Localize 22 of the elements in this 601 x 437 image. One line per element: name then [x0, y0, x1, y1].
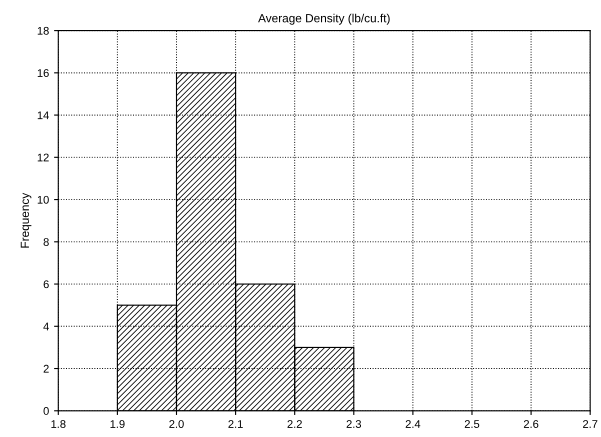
y-tick-label: 2 — [44, 364, 49, 373]
x-tick-label: 1.9 — [110, 420, 125, 428]
y-tick-label: 18 — [38, 26, 49, 35]
y-tick-label: 14 — [38, 111, 49, 120]
y-axis-title: Frequency — [20, 192, 32, 248]
x-tick-label: 1.8 — [51, 420, 66, 428]
y-tick-label: 4 — [43, 322, 49, 330]
y-tick-label: 0 — [44, 407, 49, 415]
x-tick-label: 2.0 — [169, 420, 184, 428]
x-tick-label: 2.5 — [464, 420, 480, 428]
y-tick-label: 16 — [38, 69, 49, 77]
x-tick-label: 2.1 — [228, 420, 243, 428]
y-tick-label: 6 — [44, 280, 49, 288]
chart-title: Average Density (lb/cu.ft) — [258, 14, 390, 25]
y-tick-label: 10 — [38, 196, 49, 204]
x-tick-label: 2.2 — [288, 420, 302, 428]
x-tick-label: 2.3 — [346, 420, 362, 428]
y-tick-label: 12 — [38, 154, 49, 162]
x-tick-label: 2.4 — [406, 420, 420, 428]
y-tick-label: 8 — [44, 238, 49, 246]
x-tick-label: 2.6 — [524, 420, 538, 428]
x-tick-label: 2.7 — [583, 420, 598, 428]
